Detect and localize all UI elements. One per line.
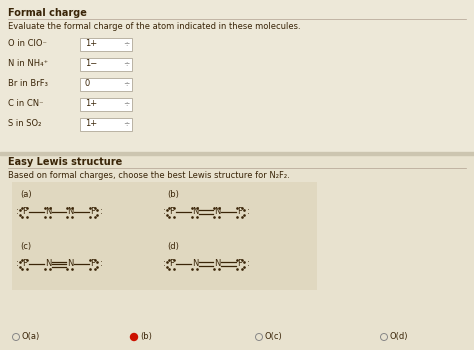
Bar	[0, 155, 474, 350]
Text: :: :	[100, 259, 102, 268]
Text: :: :	[16, 259, 18, 268]
Text: F: F	[237, 208, 242, 217]
Text: O in ClO⁻: O in ClO⁻	[8, 40, 47, 49]
FancyBboxPatch shape	[80, 57, 132, 70]
Text: :: :	[246, 208, 249, 217]
Text: N: N	[67, 208, 73, 217]
Text: (c): (c)	[20, 242, 31, 251]
Text: C in CN⁻: C in CN⁻	[8, 99, 44, 108]
Circle shape	[130, 334, 137, 341]
Text: :: :	[163, 208, 165, 217]
Text: 1+: 1+	[85, 99, 97, 108]
Text: 0: 0	[85, 79, 90, 89]
Text: (a): (a)	[20, 190, 32, 199]
Bar	[12, 182, 317, 290]
Text: :: :	[246, 259, 249, 268]
Bar	[0, 0, 474, 152]
FancyBboxPatch shape	[80, 77, 132, 91]
Text: 1−: 1−	[85, 60, 97, 69]
Text: Evaluate the formal charge of the atom indicated in these molecules.: Evaluate the formal charge of the atom i…	[8, 22, 301, 31]
Bar	[0, 152, 474, 155]
Text: S in SO₂: S in SO₂	[8, 119, 41, 128]
Text: N: N	[45, 208, 51, 217]
Text: Based on formal charges, choose the best Lewis structure for N₂F₂.: Based on formal charges, choose the best…	[8, 171, 290, 180]
Text: N: N	[45, 259, 51, 268]
Text: N: N	[214, 259, 220, 268]
Text: N: N	[192, 259, 198, 268]
Text: O(c): O(c)	[265, 332, 283, 342]
Text: ÷: ÷	[123, 119, 129, 128]
Text: ÷: ÷	[123, 60, 129, 69]
Text: Easy Lewis structure: Easy Lewis structure	[8, 157, 122, 167]
Text: N: N	[214, 208, 220, 217]
Text: :: :	[163, 259, 165, 268]
Text: F: F	[23, 208, 27, 217]
FancyBboxPatch shape	[80, 98, 132, 111]
FancyBboxPatch shape	[80, 37, 132, 50]
Text: 1+: 1+	[85, 119, 97, 128]
Text: N in NH₄⁺: N in NH₄⁺	[8, 60, 48, 69]
Text: O(a): O(a)	[22, 332, 40, 342]
Text: N: N	[192, 208, 198, 217]
Text: 1+: 1+	[85, 40, 97, 49]
Text: :: :	[16, 208, 18, 217]
Circle shape	[255, 334, 263, 341]
Text: F: F	[91, 259, 95, 268]
Text: Formal charge: Formal charge	[8, 8, 87, 18]
Text: F: F	[170, 208, 174, 217]
Text: F: F	[237, 259, 242, 268]
Text: Br in BrF₃: Br in BrF₃	[8, 79, 48, 89]
Text: (b): (b)	[167, 190, 179, 199]
Circle shape	[381, 334, 388, 341]
Text: ÷: ÷	[123, 40, 129, 49]
Text: (b): (b)	[140, 332, 152, 342]
Text: F: F	[23, 259, 27, 268]
Text: ÷: ÷	[123, 79, 129, 89]
Text: F: F	[170, 259, 174, 268]
Text: N: N	[67, 259, 73, 268]
FancyBboxPatch shape	[80, 118, 132, 131]
Text: :: :	[100, 208, 102, 217]
Circle shape	[12, 334, 19, 341]
Text: F: F	[91, 208, 95, 217]
Text: ÷: ÷	[123, 99, 129, 108]
Text: (d): (d)	[167, 242, 179, 251]
Text: O(d): O(d)	[390, 332, 409, 342]
